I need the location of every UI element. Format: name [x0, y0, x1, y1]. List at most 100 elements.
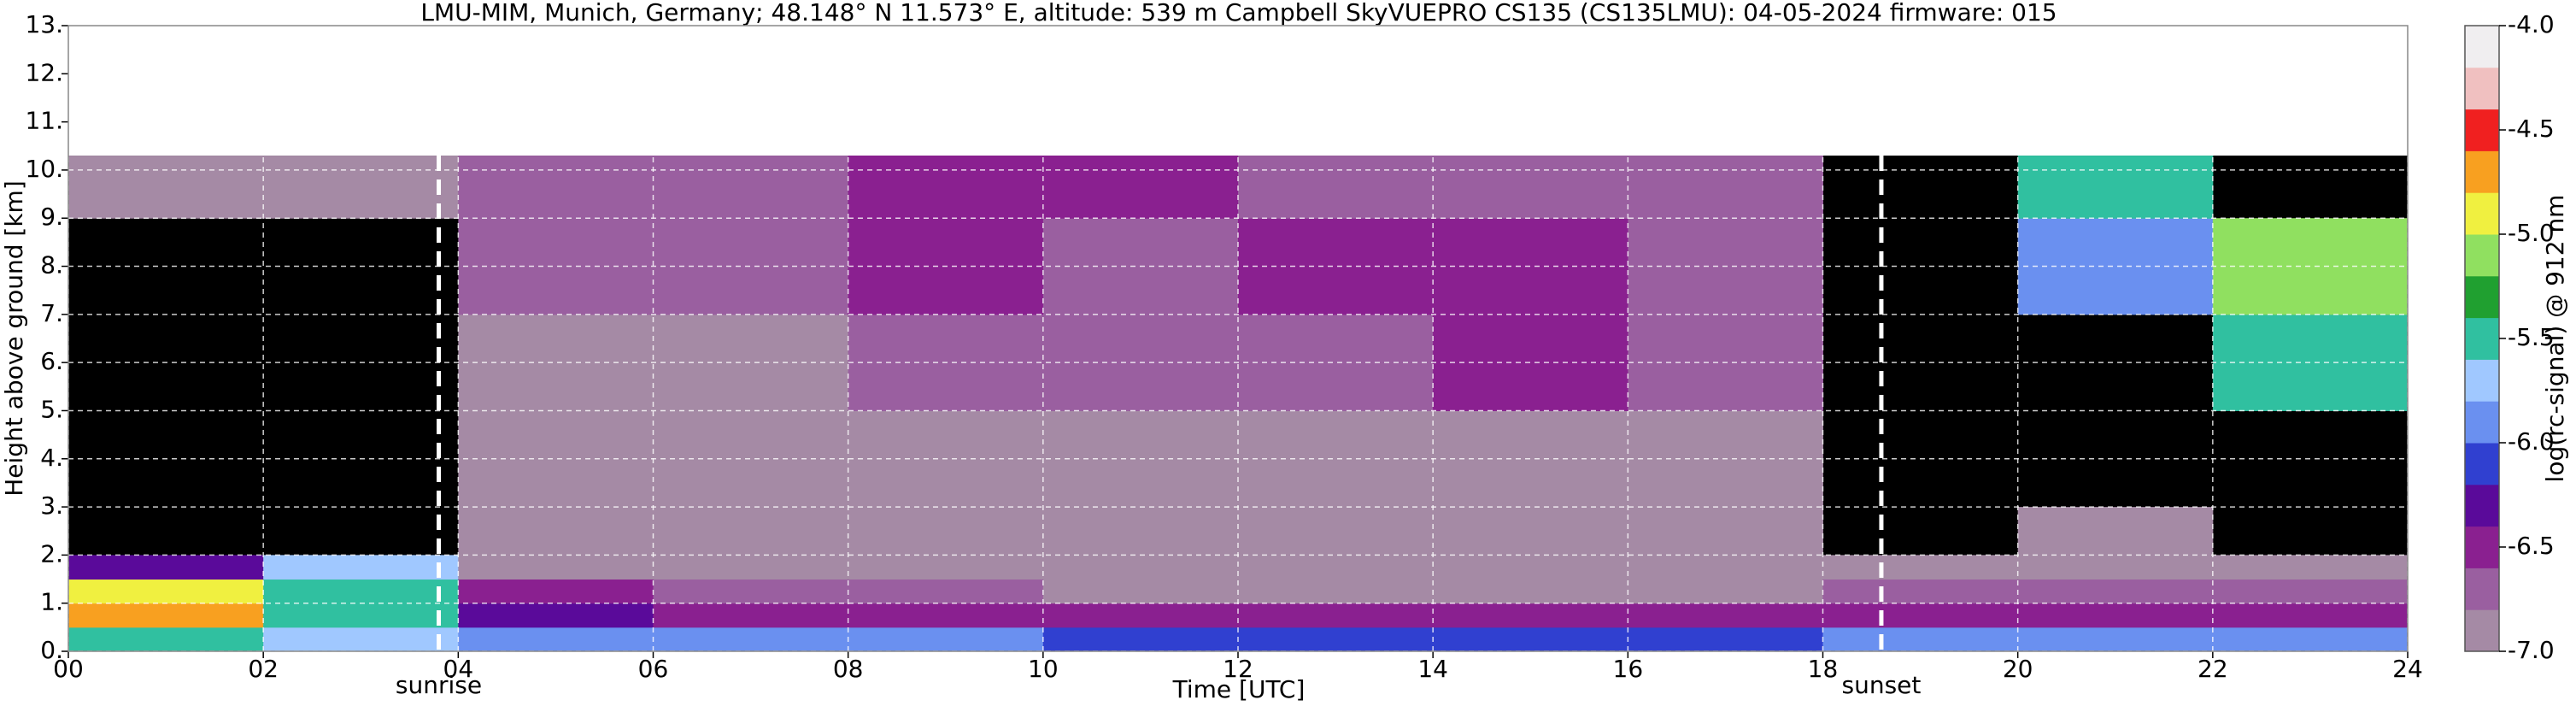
heatmap-cell [263, 555, 459, 580]
heatmap-cell [263, 579, 459, 604]
heatmap-cell [848, 627, 1044, 652]
heatmap-cell [2212, 555, 2409, 580]
x-tick-label: 08 [833, 655, 864, 683]
annotation-label: sunset [1842, 671, 1922, 699]
heatmap-cell [263, 603, 459, 628]
heatmap-cell [1042, 555, 1239, 580]
colorbar-tick-label: -7.0 [2508, 636, 2555, 664]
heatmap-cell [68, 627, 264, 652]
colorbar-swatch [2465, 150, 2499, 193]
heatmap-cell [1822, 627, 2019, 652]
y-tick-label: 7. [40, 299, 63, 327]
y-tick-label: 11. [25, 107, 63, 135]
x-tick-label: 24 [2392, 655, 2423, 683]
x-tick-label: 22 [2198, 655, 2228, 683]
x-tick-label: 06 [638, 655, 669, 683]
heatmap-cell [653, 627, 849, 652]
heatmap-cell [1042, 627, 1239, 652]
heatmap-cell [2212, 579, 2409, 604]
heatmap-cell [68, 156, 264, 219]
heatmap-cell [1628, 507, 1823, 556]
y-axis-label: Height above ground [km] [0, 180, 28, 497]
heatmap-cell [1628, 156, 1823, 219]
colorbar-swatch [2465, 275, 2499, 319]
heatmap-cell [653, 507, 849, 556]
heatmap-cell [458, 410, 654, 508]
heatmap-cell [2017, 218, 2214, 315]
y-tick-label: 8. [40, 251, 63, 279]
heatmap-cell [2017, 507, 2214, 556]
y-tick-label: 5. [40, 395, 63, 423]
heatmap-cell [1822, 579, 2019, 604]
x-axis-label: Time [UTC] [1172, 675, 1306, 703]
heatmap-cell [1238, 410, 1434, 508]
heatmap-cell [2212, 603, 2409, 628]
heatmap-cell [848, 555, 1044, 580]
y-tick-label: 12. [25, 58, 63, 86]
heatmap-cell [1433, 156, 1628, 219]
heatmap-cell [1433, 555, 1628, 580]
plot-frame [67, 25, 2409, 652]
heatmap-cell [1433, 627, 1628, 652]
colorbar-swatch [2465, 26, 2499, 68]
heatmap-cell [848, 156, 1044, 219]
y-tick-label: 2. [40, 539, 63, 568]
x-tick-label: 12 [1223, 655, 1253, 683]
colorbar-tick-label: -6.5 [2508, 532, 2555, 560]
heatmap-cell [2017, 156, 2214, 219]
heatmap-cell [1628, 555, 1823, 580]
colorbar-swatch [2465, 234, 2499, 277]
heatmap-cell [848, 507, 1044, 556]
heatmap-cell [458, 555, 654, 580]
x-tick-label: 16 [1613, 655, 1644, 683]
x-tick-label: 02 [248, 655, 279, 683]
colorbar-swatch [2465, 401, 2499, 444]
y-tick-label: 3. [40, 491, 63, 520]
heatmap-cell [1628, 603, 1823, 628]
heatmap-cell [2017, 555, 2214, 580]
heatmap-cell [458, 314, 654, 411]
colorbar-tick-label: -4.0 [2508, 10, 2555, 38]
heatmap-cell [1628, 579, 1823, 604]
colorbar-swatch [2465, 109, 2499, 151]
heatmap-cell [653, 218, 849, 315]
colorbar-swatch [2465, 317, 2499, 360]
heatmap-cell [458, 603, 654, 628]
heatmap-cell [68, 579, 264, 604]
x-tick-label: 14 [1417, 655, 1448, 683]
heatmap-cell [1628, 627, 1823, 652]
heatmap-cell [458, 156, 654, 219]
y-tick-label: 9. [40, 203, 63, 231]
y-tick-label: 6. [40, 347, 63, 375]
colorbar-swatch [2465, 484, 2499, 527]
heatmap-cell [653, 555, 849, 580]
heatmap-cell [68, 555, 264, 580]
heatmap-cell [653, 410, 849, 508]
colorbar-swatch [2465, 609, 2499, 652]
y-tick-label: 10. [25, 155, 63, 183]
heatmap-cell [1238, 555, 1434, 580]
heatmap-cell [1238, 507, 1434, 556]
heatmap-cell [1042, 507, 1239, 556]
colorbar-tick-label: -6.0 [2508, 427, 2555, 456]
colorbar-swatch [2465, 526, 2499, 568]
heatmap-cell [1042, 603, 1239, 628]
heatmap-cell [848, 603, 1044, 628]
y-tick-label: 4. [40, 444, 63, 472]
colorbar-tick-label: -5.5 [2508, 323, 2555, 351]
y-tick-label: 1. [40, 588, 63, 616]
heatmap-cell [848, 579, 1044, 604]
heatmap-cell [1238, 627, 1434, 652]
heatmap-cell [458, 507, 654, 556]
heatmap-cell [1433, 579, 1628, 604]
colorbar-swatch [2465, 568, 2499, 610]
heatmap-cell [1433, 603, 1628, 628]
heatmap-cell [458, 579, 654, 604]
heatmap-cell [1042, 579, 1239, 604]
heatmap-cell [2017, 579, 2214, 604]
heatmap-cell [1822, 603, 2019, 628]
heatmap-cell [458, 218, 654, 315]
colorbar-swatch [2465, 443, 2499, 485]
heatmap-cell [2212, 627, 2409, 652]
